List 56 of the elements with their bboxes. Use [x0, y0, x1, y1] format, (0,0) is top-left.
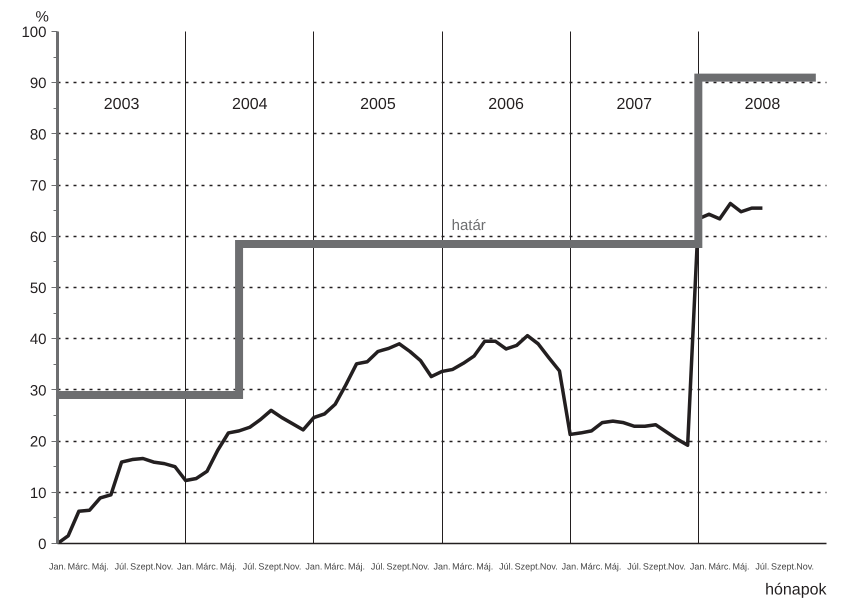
x-tick-label: Nov. — [668, 562, 686, 572]
x-tick-label: Júl. — [370, 562, 385, 572]
y-axis-title: % — [36, 8, 49, 26]
y-tick-label: 10 — [30, 484, 47, 502]
x-tick-label: Nov. — [155, 562, 174, 572]
x-tick-label: Jan. — [690, 562, 707, 572]
y-tick-label: 70 — [30, 178, 47, 195]
x-tick-label: Szept. — [258, 562, 284, 572]
y-tick-label: 90 — [30, 75, 47, 92]
x-tick-label: Nov. — [796, 562, 814, 572]
x-tick-label: Júl. — [499, 562, 514, 572]
x-tick-label: Máj. — [92, 562, 109, 572]
y-tick-label: 30 — [30, 382, 47, 400]
x-tick-label: Szept. — [642, 562, 668, 572]
annotation: 2008 — [744, 96, 780, 114]
x-tick-label: Szept. — [386, 562, 412, 572]
x-tick-label: Máj. — [220, 562, 237, 572]
x-tick-label: Szept. — [514, 562, 540, 572]
y-tick-label: 100 — [21, 24, 47, 41]
x-tick-label: Márc. — [580, 562, 603, 572]
x-tick-label: Júl. — [755, 562, 770, 572]
x-tick-label: Jan. — [177, 562, 194, 572]
x-tick-label: Júl. — [242, 562, 257, 572]
x-tick-label: Jan. — [562, 562, 579, 572]
x-axis-title: hónapok — [765, 582, 828, 598]
annotation: 2003 — [104, 96, 140, 114]
y-tick-label: 80 — [30, 126, 47, 144]
x-tick-label: Szept. — [130, 562, 156, 572]
annotation: 2005 — [360, 96, 396, 114]
x-tick-label: Jan. — [305, 562, 322, 572]
annotation: 2007 — [616, 96, 652, 114]
x-tick-label: Máj. — [348, 562, 366, 572]
x-tick-label: Nov. — [284, 562, 302, 572]
series-label: határ — [452, 216, 486, 234]
x-tick-label: Szept. — [771, 562, 797, 572]
x-tick-label: Jan. — [433, 562, 451, 572]
x-tick-label: Júl. — [627, 562, 642, 572]
x-tick-label: Márc. — [452, 562, 475, 572]
y-tick-label: 40 — [30, 331, 47, 348]
x-tick-label: Jan. — [48, 562, 66, 572]
x-tick-label: Máj. — [604, 562, 622, 572]
y-tick-label: 0 — [38, 536, 46, 553]
x-tick-label: Márc. — [196, 562, 218, 572]
x-tick-label: Júl. — [114, 562, 129, 572]
annotation: 2004 — [232, 96, 268, 114]
annotation: 2006 — [488, 96, 524, 114]
y-tick-label: 50 — [30, 280, 47, 297]
x-tick-label: Márc. — [708, 562, 731, 572]
x-tick-label: Nov. — [540, 562, 558, 572]
x-tick-label: Márc. — [324, 562, 346, 572]
x-tick-label: Máj. — [476, 562, 494, 572]
y-tick-label: 20 — [30, 434, 47, 451]
x-tick-label: Márc. — [68, 562, 90, 572]
y-tick-label: 60 — [30, 228, 47, 246]
x-tick-label: Máj. — [732, 562, 750, 572]
x-tick-label: Nov. — [412, 562, 430, 572]
